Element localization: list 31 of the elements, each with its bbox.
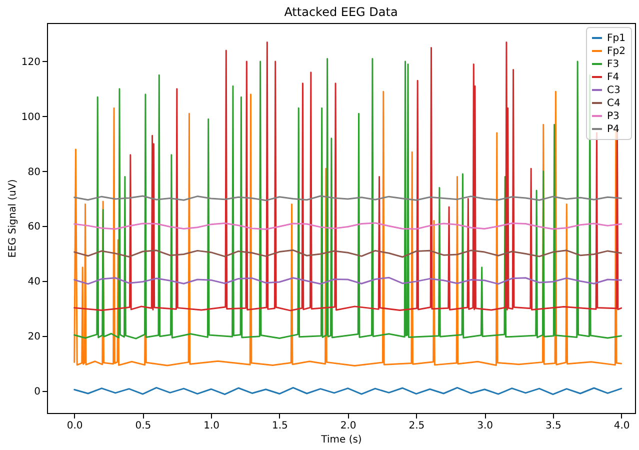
y-axis-title: EEG Signal (uV) — [7, 179, 18, 258]
y-tick-label: 120 — [21, 56, 40, 68]
y-tick-label: 60 — [28, 222, 40, 233]
legend-label: C3 — [607, 85, 620, 96]
line-series — [74, 386, 622, 396]
legend-label: P4 — [607, 124, 620, 135]
x-axis-title: Time (s) — [320, 434, 362, 446]
y-tick-label: 20 — [28, 332, 40, 343]
line-series — [74, 276, 622, 285]
x-tick-label: 4.0 — [614, 420, 630, 432]
y-tick-label: 80 — [28, 166, 40, 178]
y-tick-label: 40 — [28, 276, 40, 288]
legend-label: P3 — [607, 111, 620, 122]
x-tick-label: 3.0 — [477, 420, 494, 432]
x-tick-label: 0.5 — [135, 420, 152, 432]
legend-label: Fp1 — [607, 33, 626, 44]
x-tick-label: 2.5 — [408, 420, 425, 432]
x-tick-label: 3.5 — [546, 420, 562, 432]
legend-label: F3 — [607, 59, 620, 70]
x-tick-label: 2.0 — [340, 420, 356, 432]
line-series — [74, 222, 622, 230]
x-tick-label: 0.0 — [66, 420, 83, 432]
legend-label: F4 — [607, 72, 620, 83]
chart-title: Attacked EEG Data — [284, 5, 398, 19]
y-tick-label: 0 — [34, 386, 40, 398]
x-tick-label: 1.5 — [272, 420, 288, 432]
legend-label: Fp2 — [607, 46, 626, 57]
x-tick-label: 1.0 — [204, 420, 220, 432]
y-tick-label: 100 — [21, 112, 40, 123]
legend-label: C4 — [607, 98, 620, 109]
line-series — [74, 249, 622, 258]
